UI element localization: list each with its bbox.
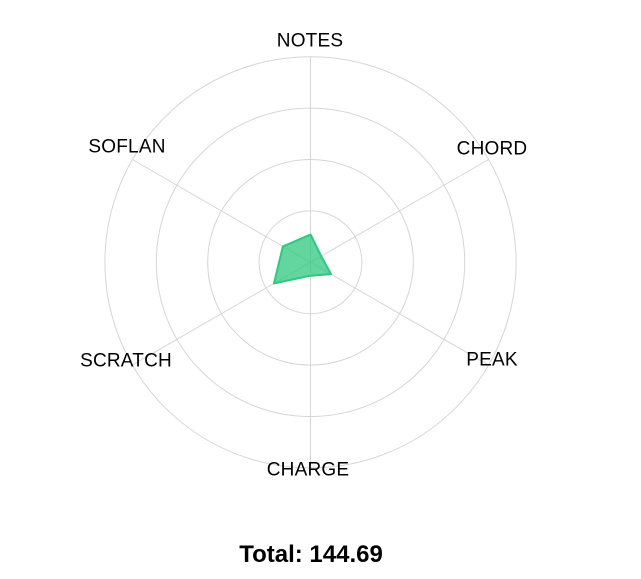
axis-label-chord: CHORD (456, 138, 528, 160)
grid-spoke (310, 159, 489, 263)
axis-label-scratch: SCRATCH (80, 350, 172, 372)
grid-spoke (310, 261, 489, 366)
total-value-text: Total: 144.69 (239, 541, 383, 568)
grid-spoke (132, 159, 311, 263)
axis-label-notes: NOTES (276, 30, 344, 52)
axis-label-soflan: SOFLAN (88, 136, 166, 158)
axis-label-charge: CHARGE (266, 459, 350, 481)
axis-label-peak: PEAK (466, 349, 518, 371)
data-polygon (273, 233, 332, 285)
